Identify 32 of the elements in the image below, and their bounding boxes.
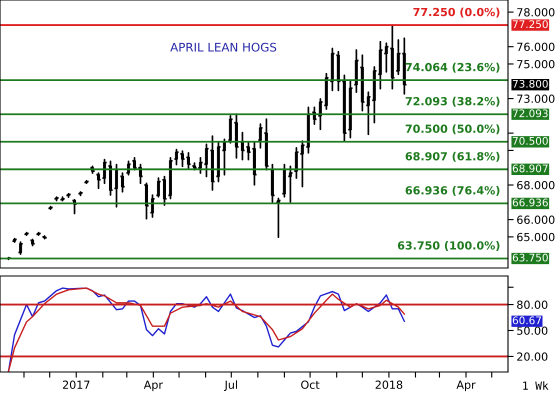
annotation: 68.907	[512, 164, 548, 172]
y-tick-label: 73.000	[517, 94, 554, 103]
x-tick-label: Apr	[456, 380, 476, 392]
annotation: 70.500	[512, 136, 548, 145]
text: APRIL LEAN HOGS	[170, 42, 276, 52]
ref-line-label: 72.093 (38.2%)	[406, 96, 500, 107]
x-tick-label: Oct	[301, 380, 320, 389]
y-tick-label: 78.000	[517, 8, 554, 16]
annotation: 66.936	[512, 198, 548, 206]
y-tick-label: 68.000	[517, 180, 554, 190]
y-tick-label: 76.000	[517, 42, 554, 52]
annotation: 73.800	[512, 80, 548, 88]
y-tick-label: 75.000	[517, 60, 554, 68]
y-tick-label: 66.000	[517, 216, 554, 224]
ref-line-label: 68.907 (61.8%)	[406, 152, 500, 162]
x-tick-label: 2018	[376, 380, 402, 389]
x-tick-label: Apr	[144, 380, 163, 392]
y-tick-label: 20.00	[517, 352, 548, 361]
y-tick-label: 65.000	[517, 232, 554, 242]
ref-line-label: 63.750 (100.0%)	[398, 241, 500, 251]
annotation: 77.250	[512, 20, 548, 28]
annotation: 72.093	[512, 109, 548, 118]
y-tick-label: 80.00	[517, 300, 548, 309]
ref-line-label: 70.500 (50.0%)	[406, 124, 500, 134]
y-tick-label: 50.00	[517, 326, 548, 335]
ref-line-label: 77.250 (0.0%)	[413, 8, 500, 18]
ref-line-label: 66.936 (76.4%)	[406, 186, 500, 196]
text: 60.67	[512, 316, 541, 324]
x-tick-label: 2017	[62, 380, 90, 389]
text: 1 Wk	[523, 381, 548, 390]
annotation: 63.750	[512, 254, 548, 262]
x-tick-label: Jul	[224, 380, 237, 391]
